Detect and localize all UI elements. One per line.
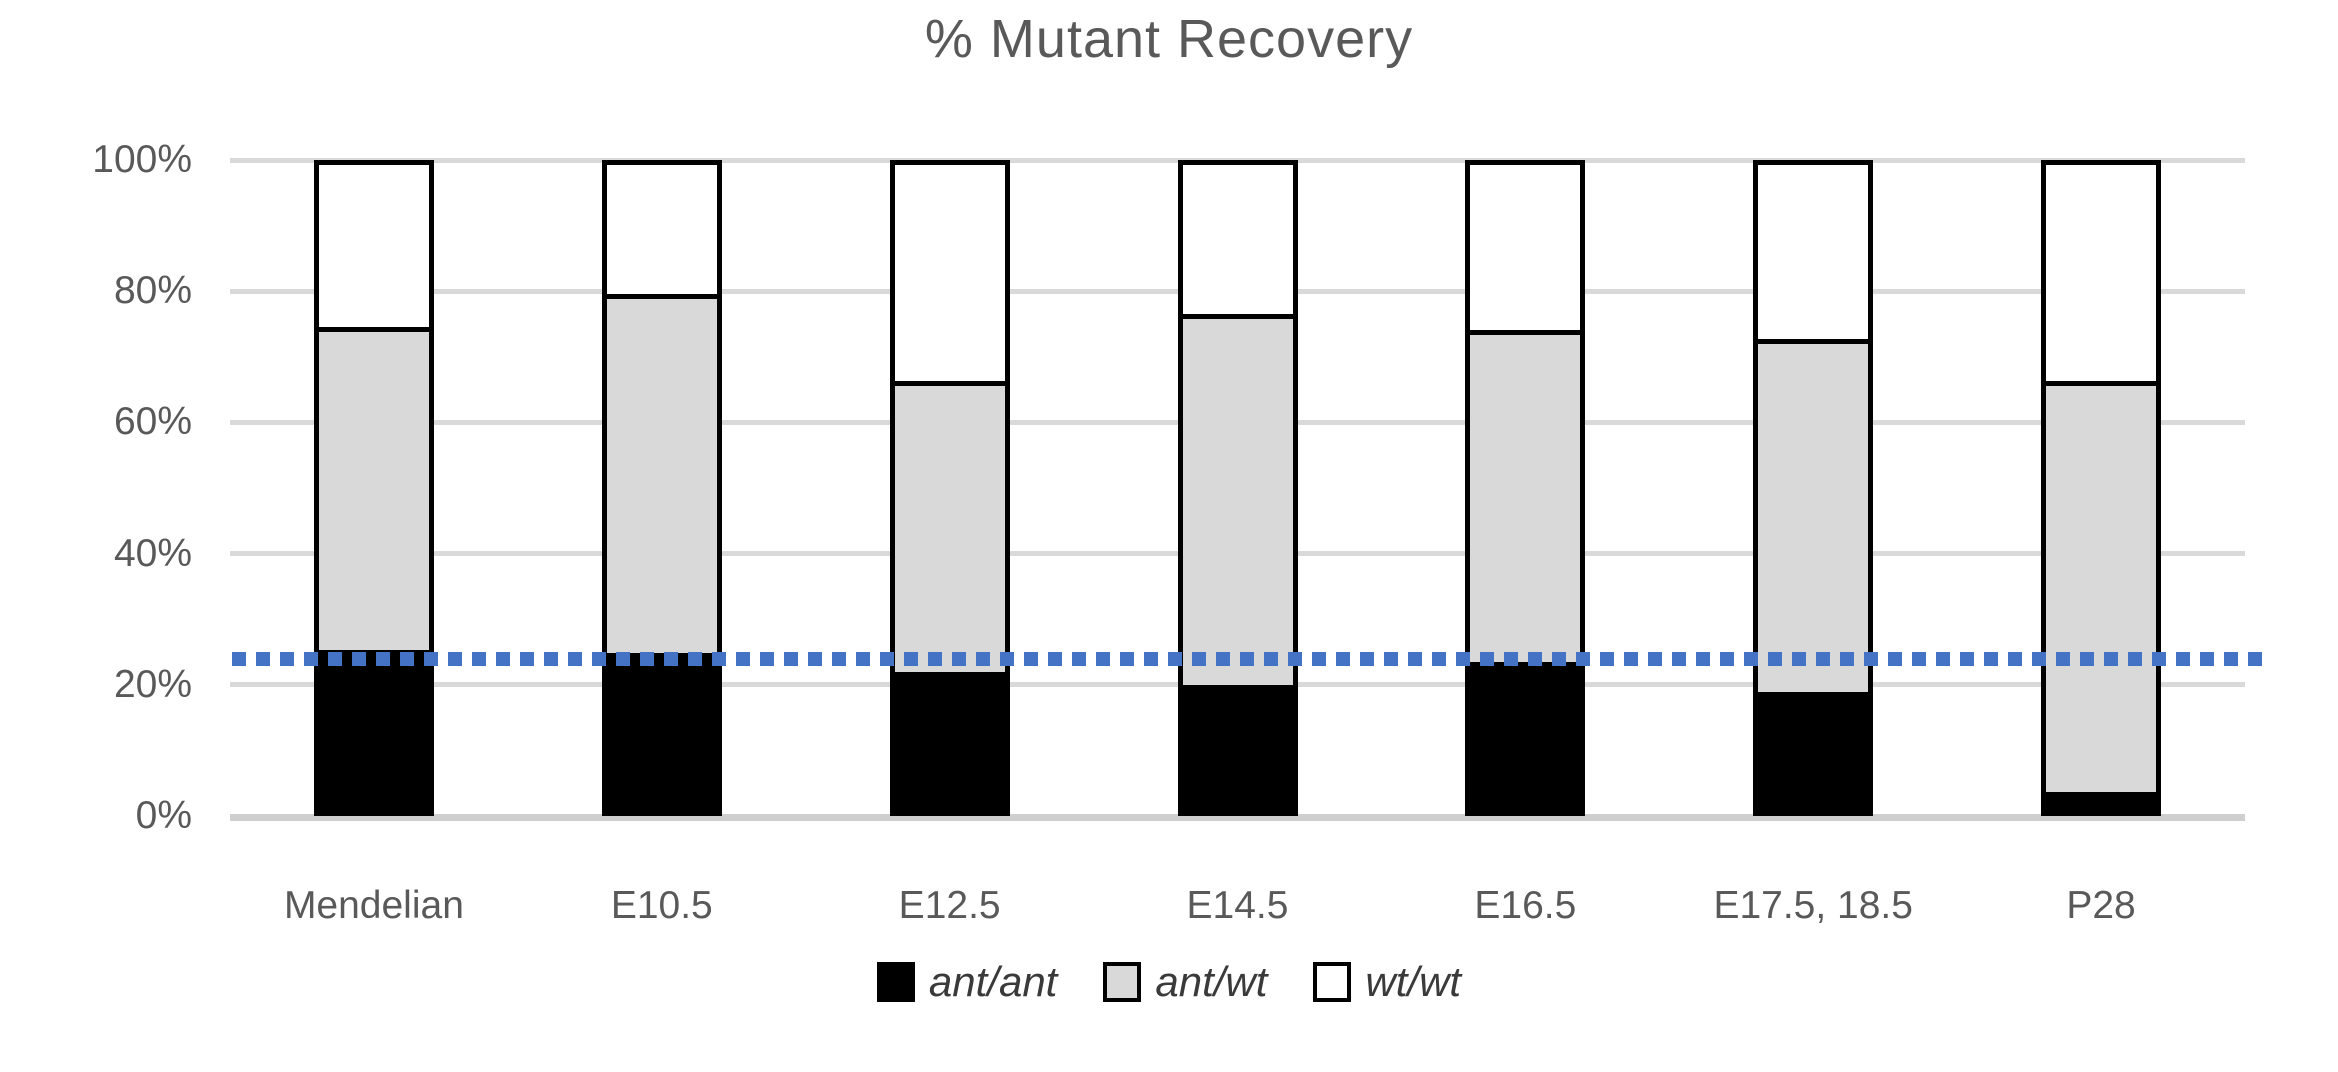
- x-tick-label-1: Mendelian: [283, 884, 464, 927]
- segment-ant-wt: [1758, 339, 1869, 692]
- y-tick-label-20: 20%: [113, 662, 192, 706]
- legend-swatch-ant-ant: [876, 962, 915, 1002]
- segment-ant-wt: [2046, 381, 2157, 792]
- legend-label-ant-wt: ant/wt: [1155, 958, 1268, 1005]
- segment-wt-wt: [318, 165, 429, 327]
- segment-wt-wt: [606, 165, 717, 295]
- legend-label-ant-ant: ant/ant: [928, 958, 1058, 1005]
- segment-ant-wt: [1182, 313, 1293, 686]
- segment-ant-ant: [894, 672, 1005, 811]
- x-tick-label-2: E10.5: [610, 884, 713, 927]
- y-tick-label-0: 0%: [135, 794, 192, 837]
- plot-area: [230, 157, 2267, 821]
- x-tick-label-5: E16.5: [1474, 884, 1577, 927]
- bar-e10.5: [601, 160, 722, 816]
- y-tick-label-80: 80%: [113, 269, 192, 313]
- segment-wt-wt: [894, 165, 1005, 382]
- segment-ant-ant: [2046, 791, 2157, 811]
- y-tick-label-40: 40%: [113, 531, 192, 575]
- bar-e17.5-18.5: [1753, 160, 1874, 816]
- segment-wt-wt: [1758, 165, 1869, 340]
- segment-ant-ant: [318, 649, 429, 811]
- x-axis-line: [230, 814, 2245, 821]
- segment-ant-ant: [1758, 691, 1869, 811]
- x-tick-label-4: E14.5: [1186, 884, 1289, 927]
- segment-wt-wt: [1470, 165, 1581, 330]
- legend-swatch-wt-wt: [1313, 962, 1352, 1002]
- legend-item-ant-ant: ant/ant: [876, 958, 1058, 1006]
- bar-p28: [2041, 160, 2162, 816]
- y-tick-label-60: 60%: [113, 400, 192, 444]
- legend-swatch-ant-wt: [1103, 962, 1142, 1002]
- x-tick-label-7: P28: [2066, 884, 2136, 927]
- legend-item-wt-wt: wt/wt: [1313, 958, 1461, 1006]
- legend: ant/ant ant/wt wt/wt: [0, 958, 2338, 1006]
- legend-label-wt-wt: wt/wt: [1365, 958, 1462, 1005]
- y-tick-label-100: 100%: [92, 138, 192, 181]
- segment-wt-wt: [2046, 165, 2157, 382]
- bar-mendelian: [313, 160, 434, 816]
- bar-e14.5: [1177, 160, 1298, 816]
- segment-ant-wt: [894, 381, 1005, 673]
- segment-ant-ant: [1470, 662, 1581, 811]
- segment-ant-wt: [318, 326, 429, 650]
- segment-wt-wt: [1182, 165, 1293, 314]
- bar-e12.5: [889, 160, 1010, 816]
- segment-ant-ant: [1182, 685, 1293, 811]
- x-tick-label-6: E17.5, 18.5: [1713, 884, 1913, 927]
- bar-e16.5: [1465, 160, 1586, 816]
- segment-ant-wt: [1470, 329, 1581, 663]
- segment-ant-wt: [606, 294, 717, 653]
- legend-item-ant-wt: ant/wt: [1103, 958, 1267, 1006]
- mendelian-reference-line: [232, 651, 2267, 666]
- chart-title: % Mutant Recovery: [924, 9, 1414, 69]
- segment-ant-ant: [606, 652, 717, 811]
- x-tick-label-3: E12.5: [898, 884, 1001, 927]
